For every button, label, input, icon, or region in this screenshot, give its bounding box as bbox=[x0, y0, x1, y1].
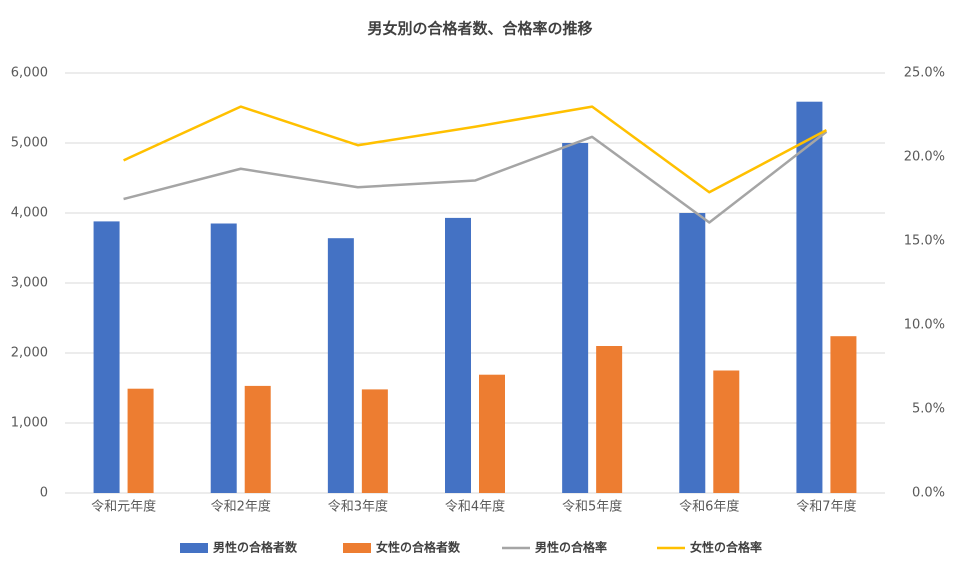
bar bbox=[210, 223, 237, 493]
x-tick-label: 令和2年度 bbox=[211, 499, 271, 515]
legend-label: 女性の合格率 bbox=[690, 540, 762, 555]
y-tick-label: 1,000 bbox=[11, 416, 48, 431]
y2-tick-label: 20.0% bbox=[904, 150, 945, 165]
x-tick-label: 令和3年度 bbox=[328, 499, 388, 515]
x-tick-label: 令和5年度 bbox=[562, 499, 622, 515]
bar bbox=[479, 374, 505, 493]
y-tick-label: 2,000 bbox=[11, 346, 48, 361]
legend-swatch bbox=[343, 543, 371, 553]
y2-tick-label: 15.0% bbox=[904, 234, 945, 249]
bar bbox=[562, 143, 589, 493]
bar bbox=[596, 346, 623, 493]
bar bbox=[796, 101, 823, 493]
y2-tick-label: 0.0% bbox=[912, 486, 945, 501]
bar bbox=[445, 217, 471, 493]
x-tick-label: 令和6年度 bbox=[679, 499, 739, 515]
legend-label: 女性の合格者数 bbox=[376, 540, 461, 555]
bar bbox=[713, 370, 740, 493]
bar bbox=[830, 336, 857, 493]
x-tick-label: 令和4年度 bbox=[445, 499, 505, 515]
bar bbox=[244, 385, 271, 493]
line-series bbox=[123, 105, 828, 194]
bar bbox=[327, 238, 354, 493]
y-tick-label: 5,000 bbox=[11, 136, 48, 151]
y2-tick-label: 25.0% bbox=[904, 66, 945, 81]
bar bbox=[361, 389, 388, 493]
x-tick-label: 令和7年度 bbox=[796, 499, 856, 515]
y-tick-label: 4,000 bbox=[11, 206, 48, 221]
chart-title: 男女別の合格者数、合格率の推移 bbox=[367, 20, 592, 38]
legend-label: 男性の合格者数 bbox=[213, 540, 298, 555]
y-tick-label: 0 bbox=[40, 486, 48, 501]
legend-swatch bbox=[180, 543, 208, 553]
bar bbox=[93, 221, 120, 493]
line-series bbox=[123, 130, 828, 224]
y2-tick-label: 5.0% bbox=[912, 402, 945, 417]
legend-label: 男性の合格率 bbox=[535, 540, 607, 555]
y-tick-label: 3,000 bbox=[11, 276, 48, 291]
y2-tick-label: 10.0% bbox=[904, 318, 945, 333]
bar bbox=[127, 388, 154, 493]
bar bbox=[679, 213, 706, 493]
y-tick-label: 6,000 bbox=[11, 66, 48, 81]
x-tick-label: 令和元年度 bbox=[91, 499, 156, 515]
